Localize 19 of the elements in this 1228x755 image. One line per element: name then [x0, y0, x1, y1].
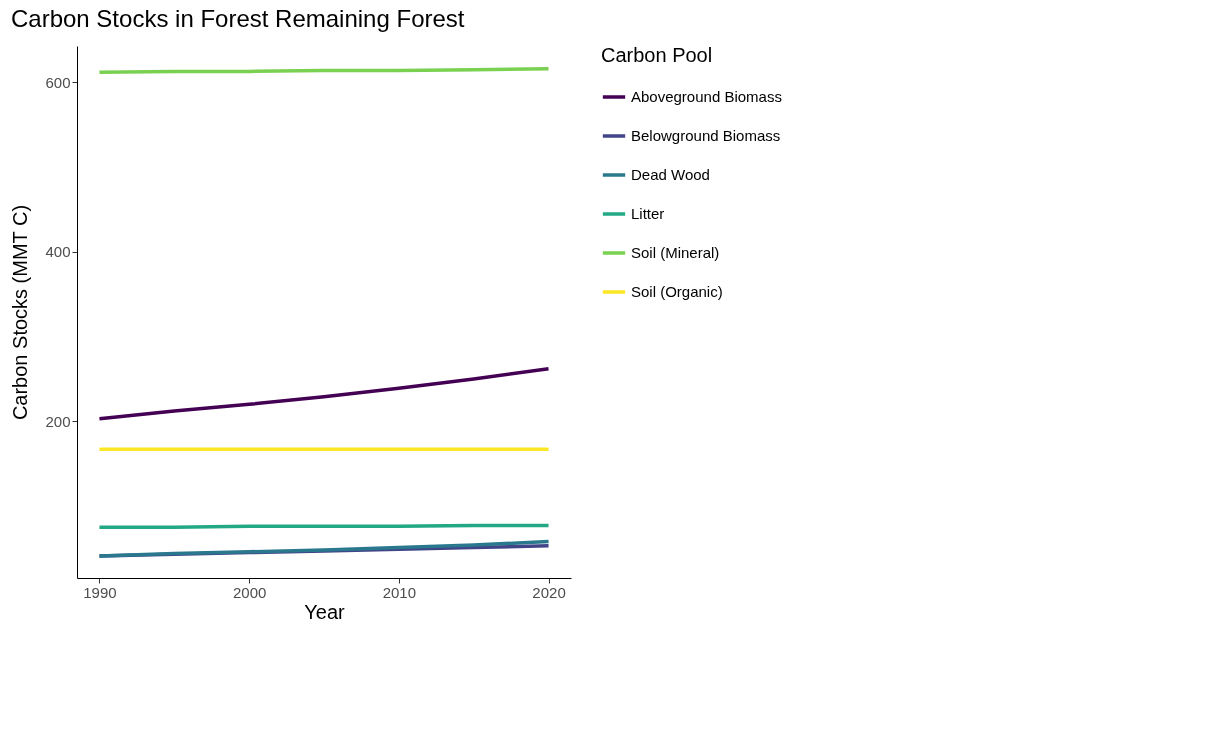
x-axis-title: Year	[304, 600, 346, 623]
legend-label: Aboveground Biomass	[631, 88, 782, 105]
legend-label: Litter	[631, 205, 665, 222]
x-tick-label: 2020	[532, 583, 566, 601]
line-series	[97, 367, 551, 421]
x-tick-label: 2000	[232, 583, 267, 601]
x-tick-label: 1990	[83, 583, 117, 601]
x-tick-label: 2010	[382, 583, 417, 601]
legend-title: Carbon Pool	[601, 44, 713, 66]
legend-label: Dead Wood	[631, 166, 710, 183]
legend-label: Belowground Biomass	[631, 127, 781, 144]
chart-title: Carbon Stocks in Forest Remaining Forest	[10, 5, 465, 32]
y-tick-label: 600	[45, 73, 71, 91]
line-series	[97, 539, 551, 558]
y-tick-label: 200	[45, 412, 71, 430]
y-axis-title: Carbon Stocks (MMT C)	[9, 204, 32, 421]
legend-label: Soil (Mineral)	[631, 244, 720, 261]
y-tick-label: 400	[45, 243, 71, 261]
legend-label: Soil (Organic)	[631, 283, 723, 300]
